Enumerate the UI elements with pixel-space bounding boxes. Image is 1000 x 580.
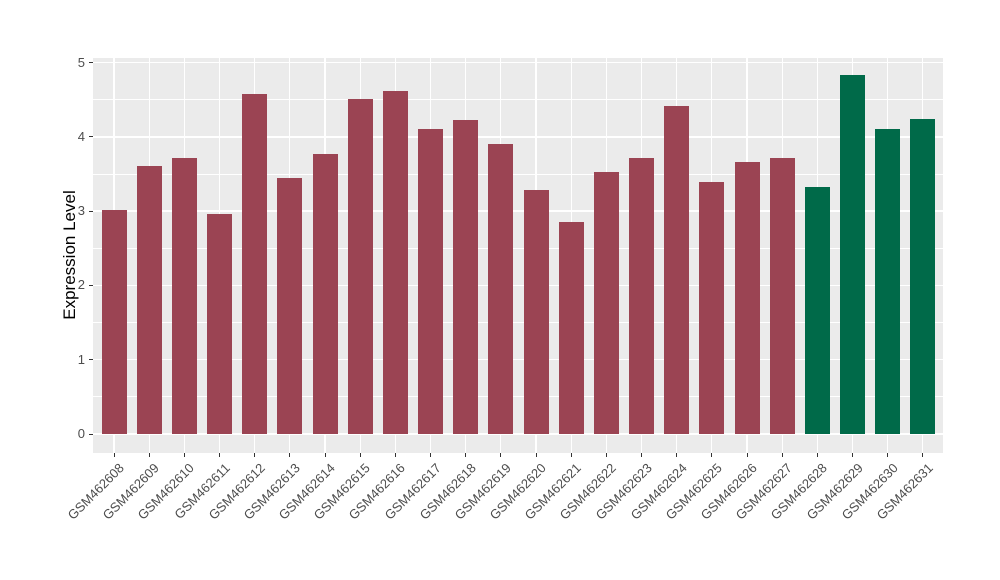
bar-GSM462614 bbox=[312, 154, 338, 434]
y-tick-mark-4 bbox=[89, 136, 93, 138]
x-tick-mark-GSM462610 bbox=[183, 453, 185, 457]
bar-GSM462615 bbox=[347, 99, 373, 434]
x-tick-mark-GSM462608 bbox=[113, 453, 115, 457]
x-tick-mark-GSM462612 bbox=[254, 453, 256, 457]
x-tick-mark-GSM462609 bbox=[148, 453, 150, 457]
bar-GSM462627 bbox=[769, 157, 795, 434]
x-tick-mark-GSM462621 bbox=[570, 453, 572, 457]
bar-GSM462617 bbox=[418, 129, 444, 434]
bar-GSM462613 bbox=[277, 177, 303, 434]
plot-panel bbox=[93, 58, 943, 453]
grid-minor-y-4.5 bbox=[93, 99, 943, 101]
x-tick-mark-GSM462620 bbox=[535, 453, 537, 457]
x-tick-mark-GSM462631 bbox=[922, 453, 924, 457]
bar-GSM462612 bbox=[242, 93, 268, 434]
bar-GSM462618 bbox=[453, 119, 479, 434]
bar-GSM462610 bbox=[171, 157, 197, 434]
bar-GSM462620 bbox=[523, 190, 549, 434]
x-tick-mark-GSM462616 bbox=[394, 453, 396, 457]
y-tick-label-5: 5 bbox=[77, 54, 85, 70]
x-tick-mark-GSM462614 bbox=[324, 453, 326, 457]
bar-GSM462611 bbox=[207, 214, 232, 434]
y-axis-title: Expression Level bbox=[60, 190, 79, 320]
grid-major-y-5 bbox=[93, 61, 943, 64]
bar-GSM462631 bbox=[910, 119, 936, 434]
x-tick-mark-GSM462618 bbox=[465, 453, 467, 457]
grid-minor-y-1.5 bbox=[93, 322, 943, 323]
bar-GSM462622 bbox=[593, 171, 619, 434]
bar-GSM462608 bbox=[101, 210, 127, 434]
x-tick-mark-GSM462619 bbox=[500, 453, 502, 457]
x-tick-mark-GSM462625 bbox=[711, 453, 713, 457]
bar-GSM462621 bbox=[558, 222, 584, 434]
bar-GSM462625 bbox=[699, 182, 725, 434]
y-tick-label-3: 3 bbox=[77, 203, 85, 219]
bar-GSM462628 bbox=[804, 186, 830, 434]
x-tick-mark-GSM462611 bbox=[219, 453, 220, 457]
x-tick-mark-GSM462615 bbox=[359, 453, 361, 457]
x-tick-mark-GSM462622 bbox=[605, 453, 607, 457]
bar-GSM462619 bbox=[488, 144, 514, 434]
y-tick-mark-1 bbox=[89, 359, 93, 361]
x-tick-mark-GSM462626 bbox=[746, 453, 748, 457]
grid-major-y-4 bbox=[93, 136, 943, 138]
y-tick-label-4: 4 bbox=[77, 128, 85, 144]
bar-GSM462616 bbox=[382, 90, 408, 434]
grid-minor-y-0.5 bbox=[93, 396, 943, 398]
x-tick-mark-GSM462629 bbox=[852, 453, 854, 457]
bar-GSM462609 bbox=[136, 165, 162, 434]
y-tick-mark-0 bbox=[89, 433, 93, 435]
x-tick-mark-GSM462623 bbox=[641, 453, 643, 457]
y-tick-mark-5 bbox=[89, 62, 93, 64]
grid-minor-y-2.5 bbox=[93, 247, 943, 249]
grid-minor-y-3.5 bbox=[93, 173, 943, 175]
y-tick-label-0: 0 bbox=[77, 426, 85, 441]
x-tick-mark-GSM462627 bbox=[781, 453, 783, 457]
x-tick-mark-GSM462613 bbox=[289, 453, 291, 457]
x-tick-mark-GSM462630 bbox=[887, 453, 889, 457]
bar-GSM462626 bbox=[734, 162, 760, 434]
y-tick-mark-3 bbox=[89, 210, 93, 212]
x-tick-mark-GSM462617 bbox=[430, 453, 432, 457]
x-tick-mark-GSM462628 bbox=[816, 453, 818, 457]
bar-GSM462624 bbox=[664, 106, 690, 434]
bar-GSM462623 bbox=[629, 158, 655, 434]
bar-GSM462630 bbox=[875, 128, 901, 434]
grid-major-y-2 bbox=[93, 284, 943, 287]
y-tick-label-1: 1 bbox=[77, 351, 85, 367]
grid-major-y-0 bbox=[93, 433, 943, 435]
bar-GSM462629 bbox=[840, 75, 866, 434]
grid-major-y-3 bbox=[93, 210, 943, 212]
x-tick-mark-GSM462624 bbox=[676, 453, 678, 457]
y-tick-label-2: 2 bbox=[77, 277, 85, 293]
grid-major-y-1 bbox=[93, 359, 943, 361]
y-tick-mark-2 bbox=[89, 284, 93, 286]
